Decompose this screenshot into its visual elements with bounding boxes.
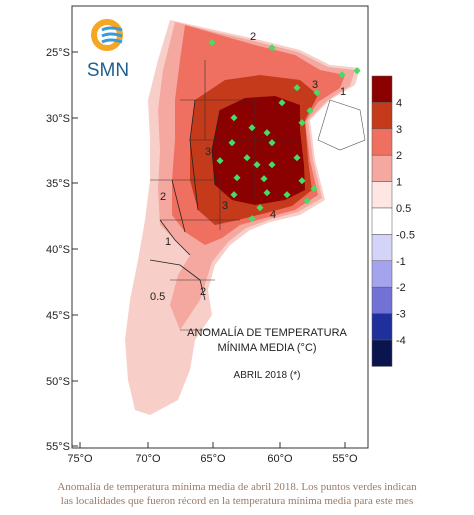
record-marker [338,71,346,79]
record-marker [268,44,276,52]
legend-label: -0.5 [396,229,415,241]
record-marker [263,129,271,137]
contour-label: 2 [250,31,256,43]
record-marker [230,114,238,122]
record-marker [248,124,256,132]
province-borders [150,60,300,331]
contour-label: 2 [160,191,166,203]
lat-label: 50°S [46,376,70,388]
contour-label-group: 0.5 1 1 2 2 3 3 3 4 2 [150,31,346,303]
legend-swatch [371,102,393,130]
record-marker [230,191,238,199]
legend-label: 1 [396,177,402,189]
lat-label: 25°S [46,47,70,59]
record-marker [293,84,301,92]
region-4 [212,96,305,205]
record-marker [216,157,224,165]
legend-swatch [371,234,393,262]
lat-label: 40°S [46,244,70,256]
smn-logo: SMN [87,19,129,81]
title-line1: ANOMALÍA DE TEMPERATURA [187,326,347,339]
lat-label: 55°S [46,441,70,453]
title-period: ABRIL 2018 (*) [234,370,301,381]
logo-text: SMN [87,60,129,81]
caption-line1: Anomalía de temperatura mínima media de … [57,481,417,493]
legend-label: 2 [396,150,402,162]
record-marker [253,161,261,169]
record-marker [228,139,236,147]
contour-label: 2 [200,286,206,298]
contour-label: 1 [340,86,346,98]
record-marker [293,154,301,162]
legend-label: -4 [396,335,406,347]
record-marker [268,139,276,147]
record-marker [208,39,216,47]
lat-label: 35°S [46,178,70,190]
anomaly-map: 0.5 1 1 2 2 3 3 3 4 2 [46,5,415,465]
record-marker [313,89,321,97]
contour-label: 4 [270,209,276,221]
record-marker [233,174,241,182]
contour-label: 1 [165,236,171,248]
lat-label-group: 25°S 30°S 35°S 40°S 45°S 50°S 55°S [46,47,70,453]
legend-label: 0.5 [396,203,411,215]
lon-label: 60°O [267,453,293,465]
contour-label: 3 [222,200,228,212]
anomaly-regions [125,20,366,415]
legend-label: 3 [396,124,402,136]
lon-label: 75°O [67,453,93,465]
figure-caption: Anomalía de temperatura mínima media de … [0,480,474,508]
legend-swatch [371,75,393,103]
lon-label: 65°O [200,453,226,465]
contour-label: 3 [205,146,211,158]
lon-label: 55°O [332,453,358,465]
lat-label: 45°S [46,310,70,322]
legend-swatch [371,313,393,341]
record-markers [208,39,361,223]
legend: 4 3 2 1 0.5 -0.5 -1 -2 -3 -4 [371,75,415,367]
legend-swatch [371,260,393,288]
logo-wave-icon [101,38,123,44]
record-marker [248,215,256,223]
legend-swatch [371,154,393,182]
axis-ticks [72,51,346,448]
record-marker [243,154,251,162]
record-marker [310,185,318,193]
contour-lines [149,99,221,301]
legend-swatch [371,286,393,314]
record-marker [256,204,264,212]
record-marker [283,191,291,199]
legend-swatch [371,339,393,367]
record-marker [306,107,314,115]
caption-line2: las localidades que fueron récord en la … [60,495,414,507]
legend-swatch [371,128,393,156]
legend-swatch [371,181,393,209]
record-marker [263,189,271,197]
title-line2: MÍNIMA MEDIA (°C) [217,341,316,354]
legend-label: -3 [396,309,406,321]
legend-label: -2 [396,282,406,294]
map-title: ANOMALÍA DE TEMPERATURA MÍNIMA MEDIA (°C… [187,326,347,381]
record-marker [298,119,306,127]
contour-label: 0.5 [150,291,165,303]
legend-swatch [371,207,393,235]
record-marker [353,67,361,75]
logo-wave-icon [101,32,123,38]
record-marker [260,175,268,183]
lon-label: 70°O [135,453,161,465]
record-marker [278,99,286,107]
record-marker [298,177,306,185]
legend-label: -1 [396,256,406,268]
legend-label: 4 [396,97,402,109]
lat-label: 30°S [46,113,70,125]
neighbour-land [317,99,366,151]
record-marker [303,197,311,205]
logo-wave-icon [101,26,123,32]
contour-label: 3 [312,79,318,91]
record-marker [268,161,276,169]
lon-label-group: 75°O 70°O 65°O 60°O 55°O [67,453,358,465]
